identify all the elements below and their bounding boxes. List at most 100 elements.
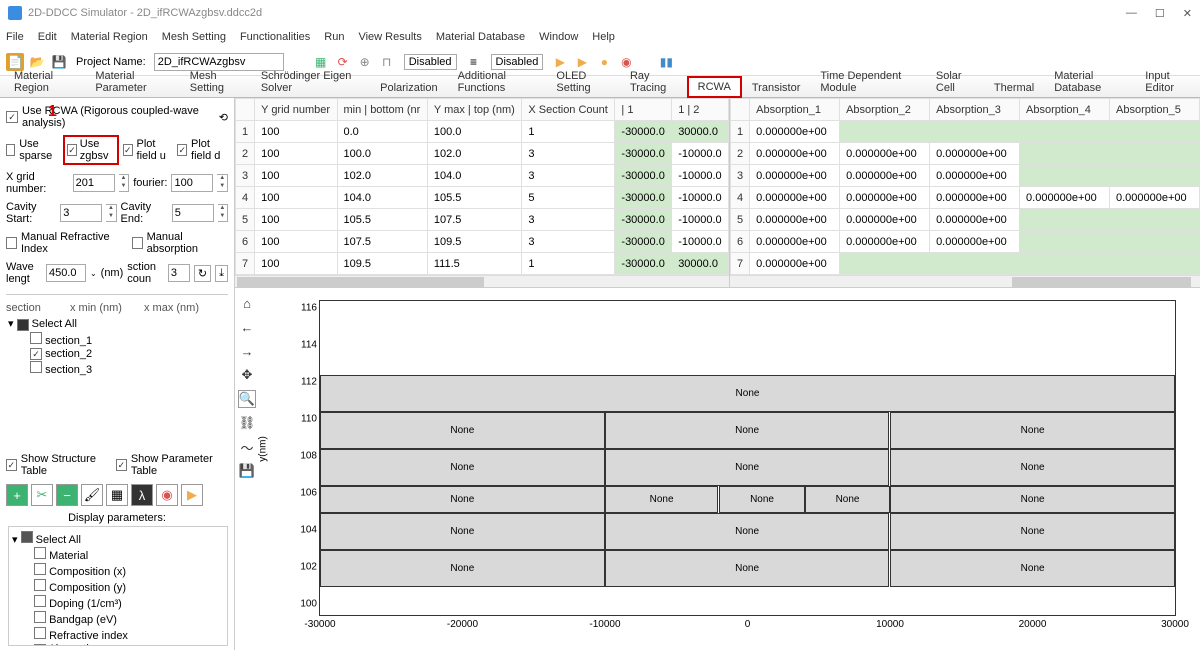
table-row[interactable]: 40.000000e+000.000000e+000.000000e+000.0…: [731, 187, 1200, 209]
tab-material-database[interactable]: Material Database: [1044, 66, 1135, 98]
zoom-icon[interactable]: 🔍: [238, 390, 256, 408]
scroll-h-right[interactable]: [730, 275, 1200, 287]
sec-2-check[interactable]: [30, 361, 42, 373]
plot-region[interactable]: None: [605, 412, 890, 449]
savefig-icon[interactable]: 💾: [238, 462, 256, 480]
menu-run[interactable]: Run: [324, 31, 344, 43]
cavstart-input[interactable]: [60, 204, 102, 222]
table-row[interactable]: 20.000000e+000.000000e+000.000000e+00: [731, 143, 1200, 165]
table-row[interactable]: 30.000000e+000.000000e+000.000000e+00: [731, 165, 1200, 187]
col-header[interactable]: Absorption_5: [1110, 99, 1200, 121]
tab-oled-setting[interactable]: OLED Setting: [546, 66, 620, 98]
col-header[interactable]: 1 | 2: [672, 99, 729, 121]
plot-region[interactable]: None: [890, 513, 1175, 550]
table-row[interactable]: 2100100.0102.03-30000.0-10000.0: [236, 143, 729, 165]
col-header[interactable]: Absorption_1: [750, 99, 840, 121]
minimize-icon[interactable]: —: [1126, 7, 1137, 20]
play-tool-icon[interactable]: ▶: [181, 484, 203, 506]
plot-region[interactable]: None: [320, 449, 605, 486]
tab-ray-tracing[interactable]: Ray Tracing: [620, 66, 687, 98]
plot-region[interactable]: None: [605, 513, 890, 550]
menu-material-database[interactable]: Material Database: [436, 31, 525, 43]
menu-material-region[interactable]: Material Region: [71, 31, 148, 43]
col-header[interactable]: [731, 99, 750, 121]
plot-region[interactable]: None: [320, 486, 605, 514]
col-header[interactable]: min | bottom (nr: [337, 99, 427, 121]
col-header[interactable]: Absorption_3: [930, 99, 1020, 121]
tab-schr-dinger-eigen-solver[interactable]: Schrödinger Eigen Solver: [251, 66, 370, 98]
params-all-check[interactable]: [21, 531, 33, 543]
target-icon[interactable]: ◉: [156, 484, 178, 506]
plot-region[interactable]: None: [719, 486, 805, 514]
cavstart-spinner[interactable]: ▲▼: [106, 204, 116, 222]
maximize-icon[interactable]: ☐: [1155, 7, 1165, 20]
param-1-check[interactable]: [34, 563, 46, 575]
cavend-input[interactable]: [172, 204, 214, 222]
menu-view-results[interactable]: View Results: [358, 31, 421, 43]
menu-functionalities[interactable]: Functionalities: [240, 31, 310, 43]
tab-polarization[interactable]: Polarization: [370, 78, 447, 98]
lambda-icon[interactable]: λ: [131, 484, 153, 506]
use-zgbsv-check[interactable]: [67, 144, 77, 156]
tab-solar-cell[interactable]: Solar Cell: [926, 66, 984, 98]
man-ref-check[interactable]: [6, 237, 17, 249]
param-6-check[interactable]: [34, 644, 46, 647]
tab-material-region[interactable]: Material Region: [4, 66, 85, 98]
param-4-check[interactable]: [34, 611, 46, 623]
table-row[interactable]: 10.000000e+00: [731, 121, 1200, 143]
plot-region[interactable]: None: [890, 550, 1175, 587]
plot-region[interactable]: None: [805, 486, 891, 514]
col-header[interactable]: Y max | top (nm): [427, 99, 521, 121]
table-row[interactable]: 60.000000e+000.000000e+000.000000e+00: [731, 231, 1200, 253]
col-header[interactable]: Absorption_4: [1020, 99, 1110, 121]
plot-u-check[interactable]: [123, 144, 133, 156]
param-5-check[interactable]: [34, 627, 46, 639]
menu-window[interactable]: Window: [539, 31, 578, 43]
grid-icon[interactable]: ▦: [106, 484, 128, 506]
column-icon[interactable]: ⊓: [378, 53, 396, 71]
plot-region[interactable]: None: [320, 375, 1175, 412]
table-row[interactable]: 7100109.5111.51-30000.030000.0: [236, 253, 729, 275]
cut-icon[interactable]: ✂: [31, 484, 53, 506]
col-header[interactable]: X Section Count: [522, 99, 615, 121]
scroll-h-left[interactable]: [235, 275, 729, 287]
forward-icon[interactable]: →: [238, 342, 256, 360]
plot-region[interactable]: None: [890, 486, 1175, 514]
brush-icon[interactable]: 🖌: [81, 484, 103, 506]
menu-file[interactable]: File: [6, 31, 24, 43]
plot-grid[interactable]: 100102104106108110112114116-30000-20000-…: [319, 300, 1176, 616]
table-row[interactable]: 70.000000e+00: [731, 253, 1200, 275]
pan-icon[interactable]: ✥: [238, 366, 256, 384]
plot-region[interactable]: None: [320, 550, 605, 587]
col-header[interactable]: Absorption_2: [840, 99, 930, 121]
settings-icon[interactable]: 〜: [238, 438, 256, 456]
plot-region[interactable]: None: [320, 513, 605, 550]
sec-all-check[interactable]: [17, 319, 29, 331]
col-header[interactable]: [236, 99, 255, 121]
wave-input[interactable]: [46, 264, 86, 282]
param-2-check[interactable]: [34, 579, 46, 591]
man-abs-check[interactable]: [132, 237, 143, 249]
fourier-input[interactable]: [171, 174, 213, 192]
xgrid-spinner[interactable]: ▲▼: [119, 174, 130, 192]
sec-0-check[interactable]: [30, 332, 42, 344]
back-icon[interactable]: ←: [238, 318, 256, 336]
show-param-check[interactable]: [116, 459, 127, 471]
param-0-check[interactable]: [34, 547, 46, 559]
cavend-spinner[interactable]: ▲▼: [218, 204, 228, 222]
sec-1-check[interactable]: [30, 348, 42, 360]
scount-input[interactable]: [168, 264, 190, 282]
config-icon[interactable]: ⛓: [238, 414, 256, 432]
table-row[interactable]: 6100107.5109.53-30000.0-10000.0: [236, 231, 729, 253]
col-header[interactable]: | 1: [615, 99, 672, 121]
plot-region[interactable]: None: [890, 412, 1175, 449]
plot-region[interactable]: None: [605, 550, 890, 587]
add-icon[interactable]: +: [6, 484, 28, 506]
xgrid-input[interactable]: [73, 174, 115, 192]
table-row[interactable]: 5100105.5107.53-30000.0-10000.0: [236, 209, 729, 231]
tab-thermal[interactable]: Thermal: [984, 78, 1044, 98]
plot-region[interactable]: None: [605, 486, 719, 514]
plot-d-check[interactable]: [177, 144, 187, 156]
table-row[interactable]: 50.000000e+000.000000e+000.000000e+00: [731, 209, 1200, 231]
tab-additional-functions[interactable]: Additional Functions: [448, 66, 547, 98]
